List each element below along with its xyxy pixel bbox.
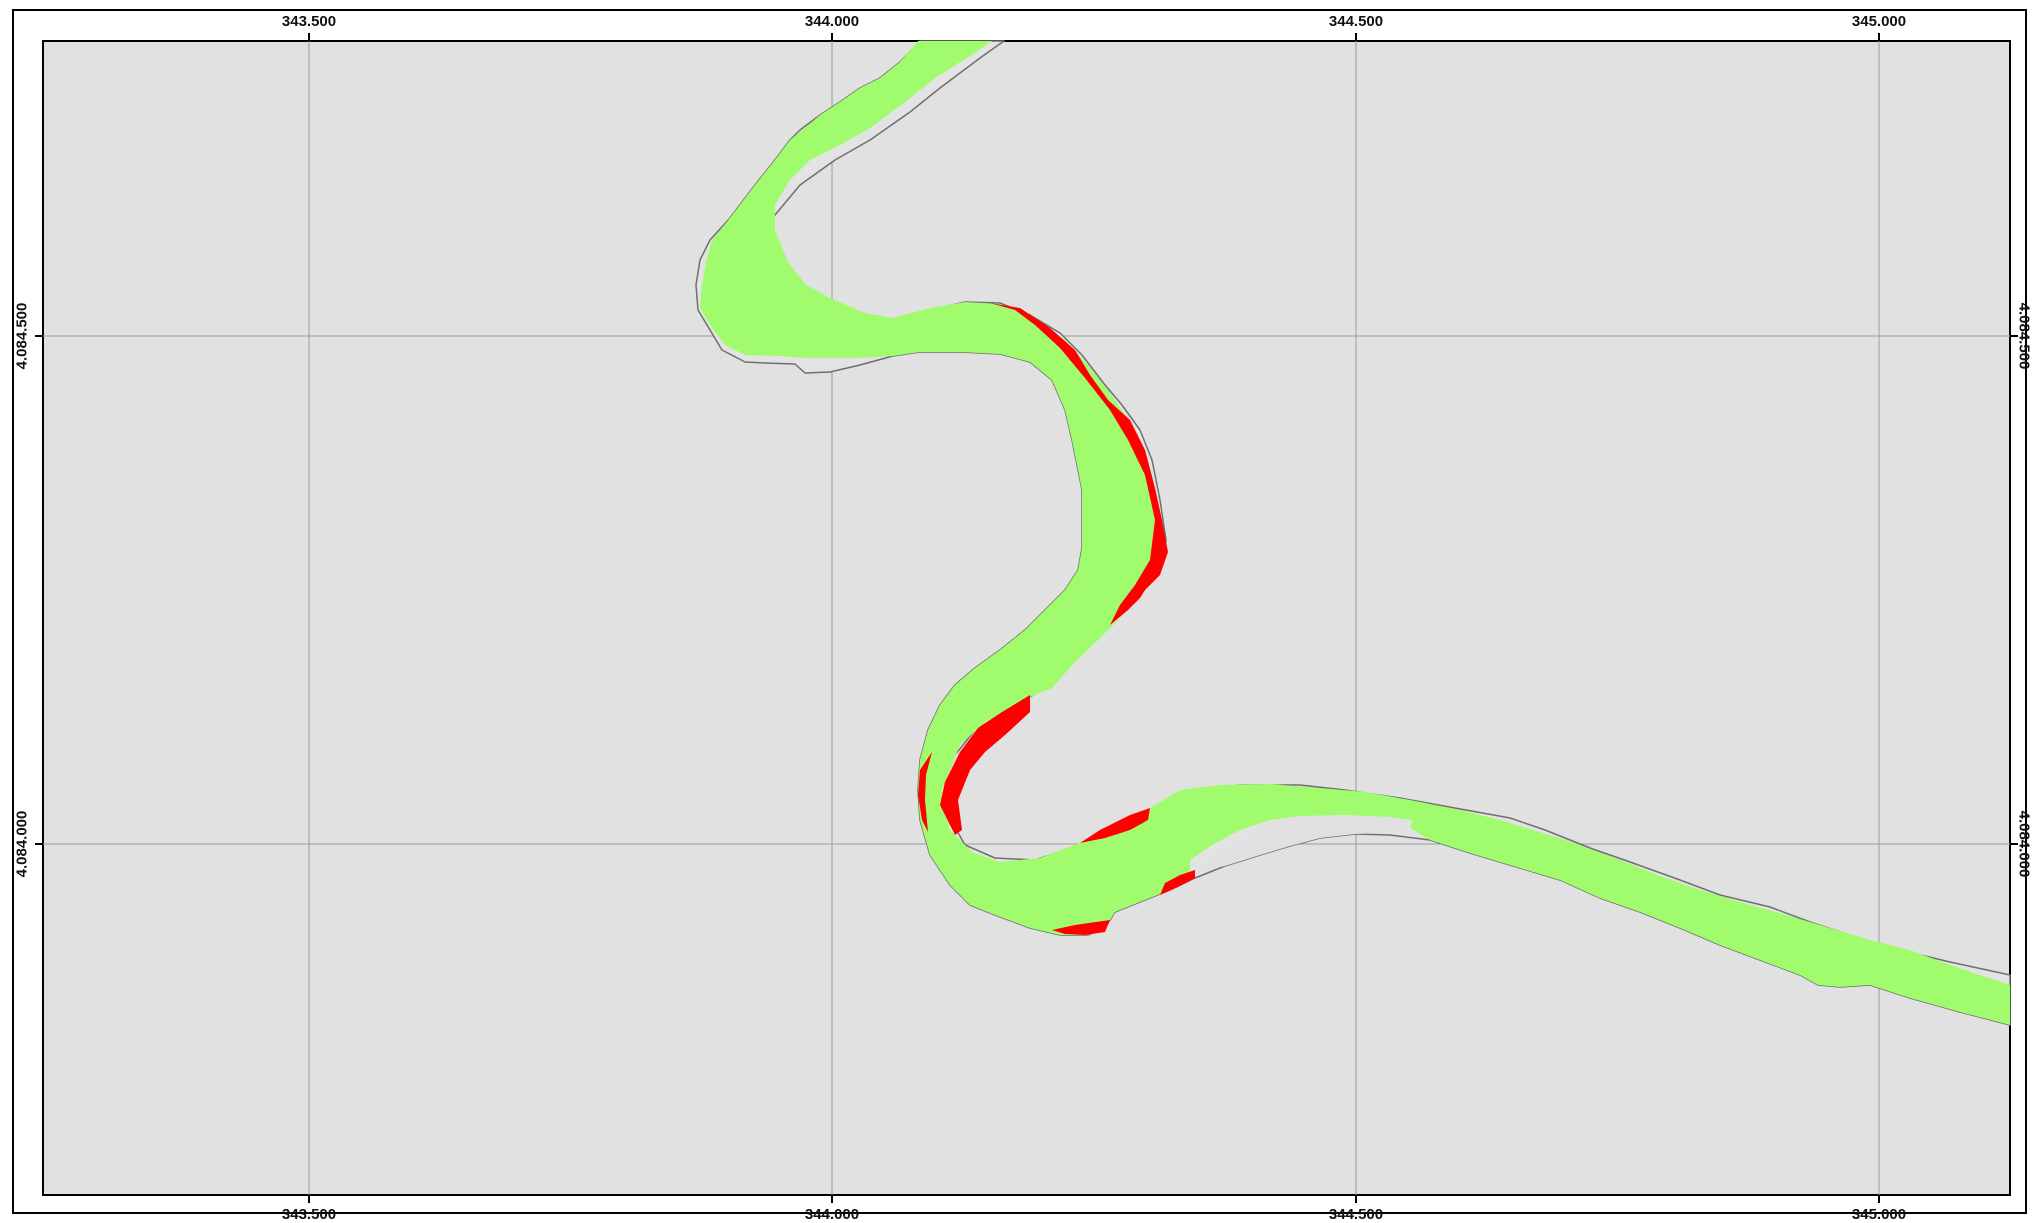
x-tick-label-bottom-4: 345.000 bbox=[1851, 1206, 1907, 1223]
x-tick-label-top-1: 343.500 bbox=[281, 13, 337, 30]
channel-interior-bar bbox=[1195, 815, 1412, 872]
x-tick-label-top-2: 344.000 bbox=[804, 13, 860, 30]
y-tick-label-left-2: 4.084.000 bbox=[13, 810, 31, 878]
x-tick-label-top-3: 344.500 bbox=[1328, 13, 1384, 30]
tick-marks bbox=[35, 33, 2018, 1203]
x-tick-label-bottom-1: 343.500 bbox=[281, 1206, 337, 1223]
x-tick-label-bottom-3: 344.500 bbox=[1328, 1206, 1384, 1223]
y-tick-label-right-1: 4.084.500 bbox=[2015, 302, 2033, 370]
red-area-outer-bend-upper bbox=[990, 303, 1168, 625]
red-area-bottom bbox=[1052, 920, 1110, 935]
x-tick-label-top-4: 345.000 bbox=[1851, 13, 1907, 30]
red-area-lower-bend-a bbox=[1080, 808, 1150, 843]
y-tick-label-right-2: 4.084.000 bbox=[2015, 810, 2033, 878]
red-area-inner-bend bbox=[940, 695, 1030, 835]
river-green-area bbox=[700, 41, 2010, 1025]
red-area-lower-bend-b bbox=[1160, 870, 1195, 895]
y-tick-label-left-1: 4.084.500 bbox=[13, 302, 31, 370]
x-tick-label-bottom-2: 344.000 bbox=[804, 1206, 860, 1223]
red-area-lower-left bbox=[918, 752, 932, 832]
river-red-areas bbox=[918, 303, 1195, 935]
map-data-frame bbox=[42, 40, 2011, 1196]
